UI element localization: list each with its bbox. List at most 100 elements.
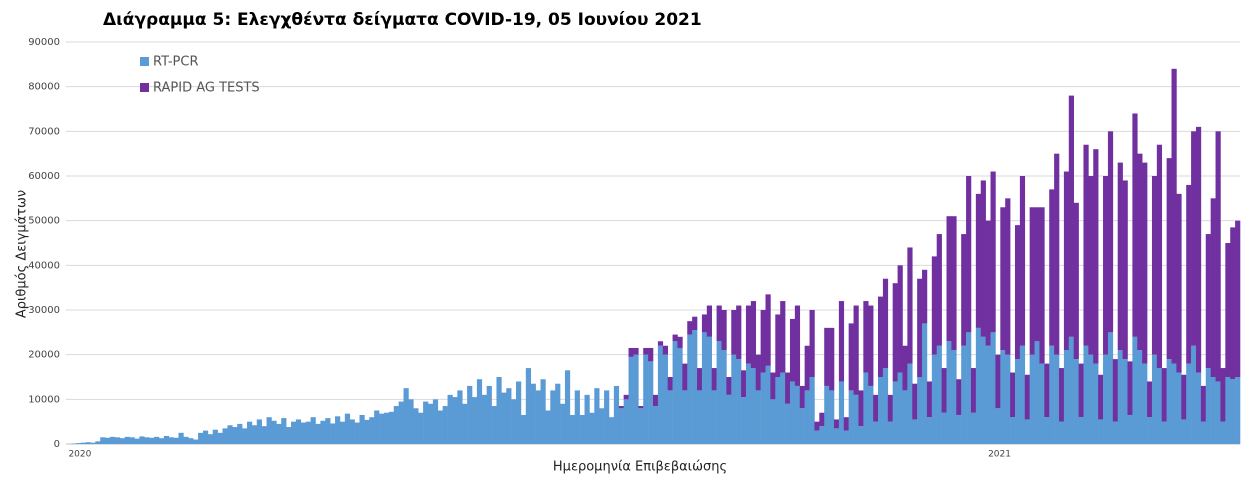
bar-segment	[1079, 417, 1084, 444]
bar-segment	[922, 323, 927, 444]
bar-segment	[976, 194, 981, 328]
bar-segment	[629, 357, 634, 444]
bar-segment	[673, 335, 678, 342]
bar-segment	[1113, 359, 1118, 422]
bar-segment	[1098, 419, 1103, 444]
bar-segment	[1015, 359, 1020, 444]
bar-segment	[717, 341, 722, 444]
bar-segment	[1152, 355, 1157, 444]
chart-title: Διάγραμμα 5: Ελεγχθέντα δείγματα COVID-1…	[103, 10, 702, 30]
y-tick-label: 60000	[28, 171, 60, 182]
bar-segment	[687, 321, 692, 334]
bar-segment	[575, 390, 580, 444]
legend-swatch	[140, 83, 149, 92]
bar-segment	[726, 377, 731, 395]
bar-segment	[1020, 346, 1025, 444]
bar-segment	[702, 314, 707, 332]
bar-segment	[492, 406, 497, 444]
bar-segment	[947, 216, 952, 341]
bar-segment	[858, 390, 863, 426]
bar-segment	[384, 413, 389, 444]
bar-segment	[1069, 337, 1074, 444]
bar-segment	[271, 421, 276, 444]
y-tick-label: 30000	[28, 305, 60, 316]
bar-segment	[1220, 368, 1225, 422]
bar-segment	[653, 395, 658, 406]
bar-segment	[731, 355, 736, 444]
bar-segment	[257, 419, 262, 444]
bar-segment	[1147, 381, 1152, 417]
bar-segment	[1206, 368, 1211, 444]
bar-segment	[364, 420, 369, 444]
bar-segment	[986, 346, 991, 444]
bar-segment	[120, 438, 125, 444]
bar-segment	[1127, 361, 1132, 415]
bar-segment	[712, 368, 717, 390]
bar-segment	[638, 406, 643, 408]
bar-segment	[134, 439, 139, 444]
bar-segment	[1162, 368, 1167, 422]
bar-segment	[1230, 379, 1235, 444]
bar-segment	[844, 417, 849, 430]
bar-segment	[721, 310, 726, 350]
bar-segment	[609, 417, 614, 444]
bar-segment	[1039, 364, 1044, 444]
bar-segment	[902, 346, 907, 391]
bar-segment	[1127, 415, 1132, 444]
bar-segment	[482, 395, 487, 444]
bar-segment	[477, 379, 482, 444]
bar-segment	[340, 422, 345, 444]
y-tick-label: 40000	[28, 260, 60, 271]
bar-segment	[1079, 364, 1084, 418]
bar-segment	[1088, 176, 1093, 355]
bar-segment	[389, 412, 394, 444]
bar-segment	[1137, 154, 1142, 351]
bar-segment	[648, 361, 653, 444]
legend-label: RAPID AG TESTS	[153, 81, 260, 96]
bar-segment	[912, 419, 917, 444]
bar-segment	[766, 366, 771, 444]
bar-segment	[1088, 355, 1093, 444]
bar-segment	[291, 422, 296, 444]
bar-segment	[829, 328, 834, 391]
bar-segment	[746, 306, 751, 364]
bar-segment	[428, 404, 433, 444]
bar-segment	[673, 341, 678, 444]
bar-segment	[785, 373, 790, 404]
bar-segment	[1035, 341, 1040, 444]
bar-segment	[1069, 96, 1074, 337]
bar-segment	[1191, 346, 1196, 444]
bar-segment	[927, 417, 932, 444]
bar-segment	[1235, 221, 1240, 377]
bar-segment	[335, 416, 340, 444]
bar-segment	[971, 368, 976, 413]
bar-segment	[1220, 422, 1225, 444]
bar-segment	[766, 294, 771, 365]
bar-segment	[585, 395, 590, 444]
bar-segment	[394, 406, 399, 444]
bar-segment	[692, 330, 697, 444]
bar-segment	[741, 370, 746, 397]
bar-segment	[907, 364, 912, 444]
bar-segment	[1093, 364, 1098, 444]
bar-segment	[183, 437, 188, 444]
bar-segment	[800, 386, 805, 408]
bar-segment	[898, 265, 903, 372]
bar-segment	[756, 355, 761, 391]
bar-segment	[198, 433, 203, 444]
bar-segment	[1147, 417, 1152, 444]
bar-segment	[1054, 154, 1059, 355]
bar-segment	[873, 395, 878, 422]
bar-segment	[633, 348, 638, 355]
bar-segment	[462, 404, 467, 444]
bar-segment	[306, 422, 311, 444]
bar-segment	[986, 221, 991, 346]
bar-segment	[1015, 225, 1020, 359]
bar-segment	[1211, 377, 1216, 444]
bar-segment	[345, 414, 350, 444]
bar-segment	[1137, 350, 1142, 444]
bar-segment	[1216, 381, 1221, 444]
bar-segment	[932, 355, 937, 444]
bar-segment	[937, 346, 942, 444]
bar-segment	[144, 437, 149, 444]
